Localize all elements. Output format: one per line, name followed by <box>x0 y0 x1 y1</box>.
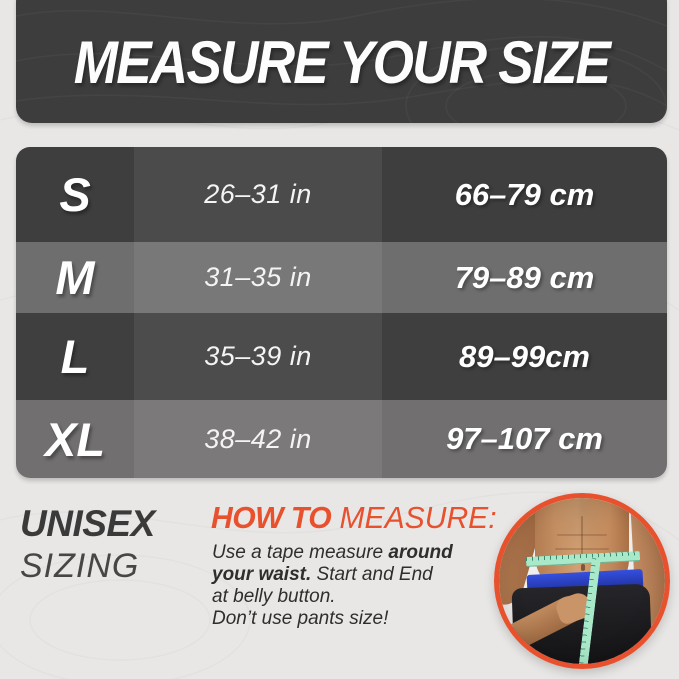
size-label: XL <box>44 412 106 466</box>
waist-inches-value: 26–31 in <box>134 147 382 242</box>
size-label: S <box>59 168 91 221</box>
sizing-heading: SIZING <box>20 547 140 585</box>
waist-cm-value: 97–107 cm <box>446 421 603 456</box>
table-row-xl: XL 38–42 in 97–107 cm <box>16 400 667 478</box>
waist-measurement-photo <box>494 493 670 669</box>
page-title: MEASURE YOUR SIZE <box>73 29 611 96</box>
waist-inches-value: 31–35 in <box>134 242 382 313</box>
photo-navel <box>581 564 585 571</box>
size-label: L <box>60 330 90 383</box>
instruction-line-2: your waist. Start and End <box>212 564 433 585</box>
size-table: S 26–31 in 66–79 cm M 31–35 in 79–89 cm … <box>16 147 667 478</box>
waist-cm-value: 79–89 cm <box>454 259 595 295</box>
waist-cm-value: 89–99cm <box>458 338 590 374</box>
waist-cm-value: 66–79 cm <box>454 176 595 212</box>
table-row-m: M 31–35 in 79–89 cm <box>16 242 667 313</box>
unisex-heading: UNISEX <box>20 503 155 544</box>
table-row-l: L 35–39 in 89–99cm <box>16 313 667 400</box>
photo-ab-line <box>555 548 609 550</box>
table-row-s: S 26–31 in 66–79 cm <box>16 147 667 242</box>
waist-inches-value: 35–39 in <box>134 313 382 400</box>
instruction-line-1: Use a tape measure around <box>212 542 453 563</box>
instruction-line-3: at belly button. <box>212 586 336 607</box>
how-to-accent-text: HOW TO <box>211 500 332 535</box>
photo-vignette <box>499 498 665 664</box>
size-label: M <box>55 251 95 304</box>
title-banner: MEASURE YOUR SIZE <box>16 0 667 123</box>
photo-ab-line <box>557 534 607 536</box>
instruction-line-4: Don’t use pants size! <box>212 608 389 629</box>
measuring-instructions: Use a tape measure around your waist. St… <box>212 542 492 630</box>
photo-ab-line <box>581 516 583 562</box>
how-to-measure-heading: HOW TO MEASURE: <box>211 501 497 535</box>
measure-text: MEASURE: <box>331 500 497 535</box>
waist-inches-value: 38–42 in <box>134 400 382 478</box>
